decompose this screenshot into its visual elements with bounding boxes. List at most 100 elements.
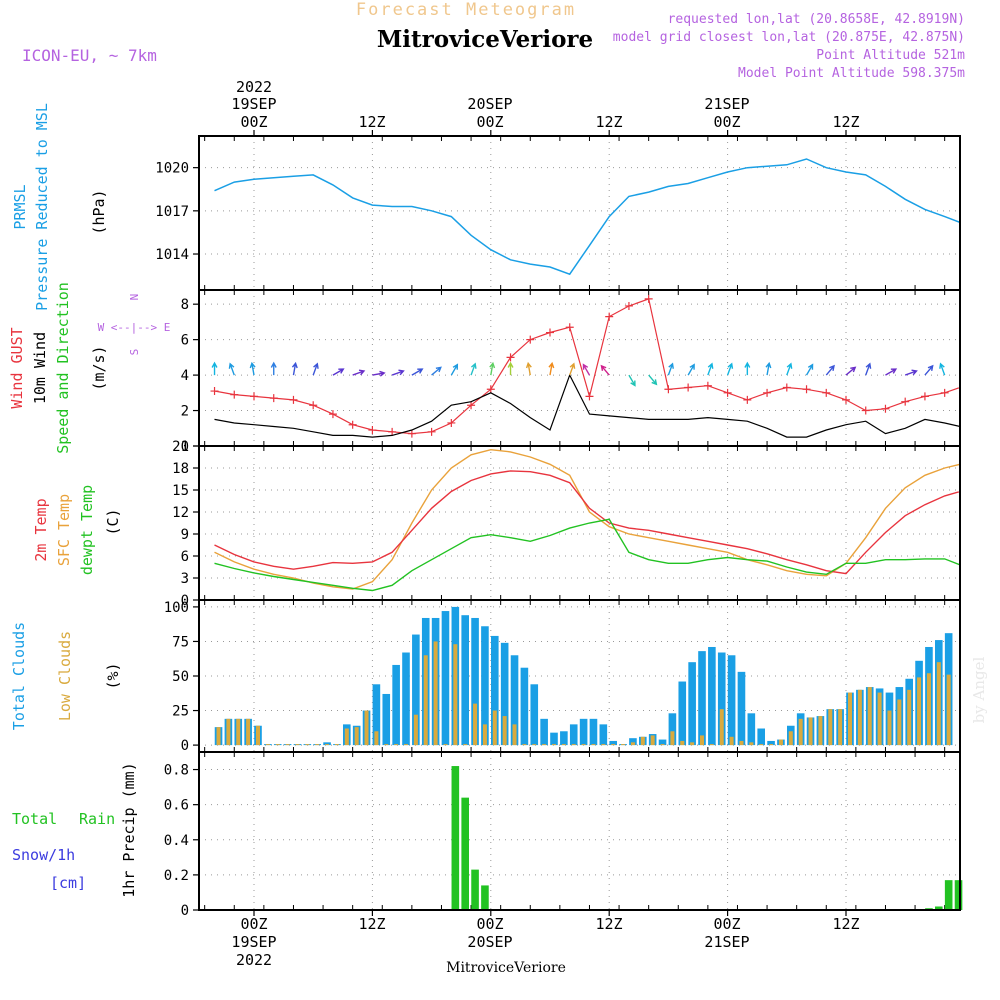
y-tick-label: 18 xyxy=(172,461,189,477)
low-cloud-bar xyxy=(473,703,478,746)
low-cloud-bar xyxy=(798,718,803,746)
total-cloud-bar xyxy=(323,742,331,746)
top-date-2: 20SEP xyxy=(467,95,512,113)
label-sfc-temp: SFC Temp xyxy=(55,494,73,566)
bottom-tick-2: 12Z xyxy=(358,915,385,933)
low-cloud-bar xyxy=(709,744,714,746)
wind-labels: Wind GUST 10m Wind Speed and Direction (… xyxy=(8,282,170,454)
panel-frame-temp xyxy=(198,445,961,601)
label-pressure-msl: Pressure Reduced to MSL xyxy=(33,103,51,311)
gust-marker xyxy=(467,401,476,410)
low-cloud-bar xyxy=(828,709,833,746)
gust-marker xyxy=(703,381,712,390)
total-cloud-bar xyxy=(668,713,677,746)
low-cloud-bar xyxy=(640,736,645,746)
wind-arrow xyxy=(525,361,532,376)
wind-arrow xyxy=(805,363,814,376)
gust-marker xyxy=(901,397,910,406)
gust-marker xyxy=(210,387,219,396)
requested-coords: requested lon,lat (20.8658E, 42.8919N) xyxy=(668,12,965,27)
total-cloud-bar xyxy=(402,652,410,746)
low-cloud-bar xyxy=(907,689,912,746)
total-cloud-bar xyxy=(609,740,617,746)
total-cloud-bar xyxy=(441,611,450,746)
model-label: ICON-EU, ~ 7km xyxy=(22,46,157,65)
gust-marker xyxy=(920,392,929,401)
low-cloud-bar xyxy=(463,744,468,746)
rain-bar xyxy=(461,797,469,910)
rain-bar xyxy=(954,880,963,910)
wind-arrow xyxy=(582,363,591,376)
label-2m-temp: 2m Temp xyxy=(32,498,50,561)
low-cloud-bar xyxy=(354,727,359,746)
low-cloud-bar xyxy=(857,689,862,746)
top-date-3: 21SEP xyxy=(704,95,749,113)
total-cloud-bar xyxy=(520,667,529,746)
total-cloud-bar xyxy=(717,652,726,746)
gust-marker xyxy=(407,429,416,438)
top-tick-3: 00Z xyxy=(476,113,503,131)
gust-marker xyxy=(348,420,357,429)
gust-marker xyxy=(664,385,673,394)
low-cloud-bar xyxy=(344,728,349,746)
low-cloud-bar xyxy=(542,744,547,746)
cloud-labels: Total Clouds Low Clouds (%) xyxy=(10,622,122,730)
gust-marker xyxy=(585,392,594,401)
y-tick-label: 21 xyxy=(172,439,189,455)
total-cloud-bar xyxy=(589,718,598,746)
wind-arrow xyxy=(648,374,658,386)
low-cloud-bar xyxy=(778,739,783,746)
wind-arrow xyxy=(924,364,934,376)
low-cloud-bar xyxy=(719,709,724,746)
wind-arrow xyxy=(249,361,256,376)
wind-arrow xyxy=(332,368,345,376)
wind-arrow xyxy=(569,362,576,376)
panel-frame-precip xyxy=(198,751,961,911)
total-cloud-bar xyxy=(688,662,696,746)
compass-we: W <--|--> E xyxy=(98,321,171,334)
low-cloud-bar xyxy=(680,740,685,746)
low-cloud-bar xyxy=(611,744,616,746)
wind-arrow xyxy=(865,362,872,376)
y-tick-label: 12 xyxy=(172,505,189,521)
low-cloud-bar xyxy=(453,644,458,746)
total-cloud-bar xyxy=(510,655,519,746)
total-cloud-bar xyxy=(372,684,381,746)
wind-arrow xyxy=(744,361,751,376)
bottom-year: 2022 xyxy=(236,951,272,969)
total-cloud-bar xyxy=(727,655,736,746)
total-cloud-bar xyxy=(540,718,548,746)
wind-arrow xyxy=(707,362,714,376)
label-total: Total xyxy=(12,810,57,828)
model-altitude: Model Point Altitude 598.375m xyxy=(738,66,965,81)
gust-marker xyxy=(427,427,436,436)
rain-bar xyxy=(471,869,479,910)
gust-marker xyxy=(526,335,535,344)
label-low-clouds: Low Clouds xyxy=(56,631,74,721)
total-cloud-bar xyxy=(737,671,746,746)
rain-bar xyxy=(451,766,460,910)
wind-arrow xyxy=(765,361,772,376)
wind-arrow xyxy=(726,362,734,376)
y-tick-label: 0.8 xyxy=(164,763,189,779)
low-cloud-bar xyxy=(334,744,339,746)
low-cloud-bar xyxy=(404,744,408,746)
low-cloud-bar xyxy=(670,731,675,746)
low-cloud-bar xyxy=(246,718,251,746)
low-cloud-bar xyxy=(808,717,813,746)
total-cloud-bar xyxy=(599,724,608,746)
wind-arrow xyxy=(628,374,636,387)
gust-marker xyxy=(822,388,831,397)
y-tick-label: 4 xyxy=(181,368,189,384)
gust-marker xyxy=(309,401,318,410)
label-c: (C) xyxy=(104,508,122,535)
total-cloud-bar xyxy=(560,731,568,746)
wind-arrow xyxy=(548,361,555,376)
low-cloud-bar xyxy=(838,709,843,746)
total-cloud-bar xyxy=(550,732,558,746)
y-tick-label: 6 xyxy=(181,333,189,349)
low-cloud-bar xyxy=(946,674,951,746)
top-date-1: 19SEP xyxy=(231,95,276,113)
compass-s: S xyxy=(128,349,141,356)
footer-location: MitroviceVeriore xyxy=(446,960,566,976)
